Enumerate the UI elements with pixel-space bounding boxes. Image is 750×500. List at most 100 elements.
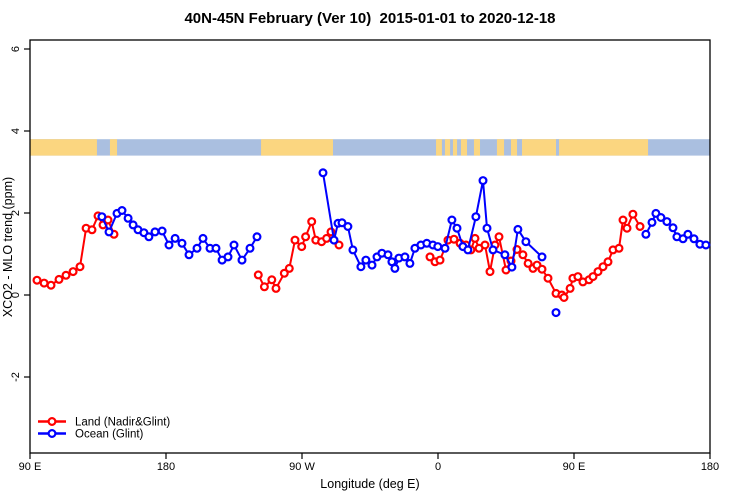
y-tick-label: -2 <box>10 372 22 382</box>
band-land-segment <box>30 139 97 156</box>
data-point <box>75 262 85 272</box>
data-point <box>279 268 289 278</box>
data-point <box>565 283 575 293</box>
data-point <box>223 252 233 262</box>
data-point <box>628 209 638 219</box>
data-point <box>150 227 160 237</box>
data-point <box>164 240 174 250</box>
data-point <box>318 168 328 178</box>
band-land-segment <box>460 139 468 156</box>
data-point <box>588 272 598 282</box>
data-point <box>668 223 678 233</box>
band-land-segment <box>444 139 451 156</box>
band-land-segment <box>473 139 481 156</box>
data-point <box>494 232 504 242</box>
data-point <box>537 264 547 274</box>
data-point <box>500 250 510 260</box>
data-point <box>271 283 281 293</box>
data-point <box>683 229 693 239</box>
data-point <box>488 245 498 255</box>
band-land-segment <box>496 139 505 156</box>
band-ocean-notch <box>517 139 523 156</box>
data-point <box>635 222 645 232</box>
data-point <box>301 232 311 242</box>
data-point <box>618 215 628 225</box>
chart-title: 40N-45N February (Ver 10) 2015-01-01 to … <box>184 10 556 27</box>
data-series <box>32 168 711 318</box>
data-point <box>252 232 262 242</box>
x-axis-label: Longitude (deg E) <box>320 477 419 491</box>
legend-label-ocean: Ocean (Glint) <box>75 429 144 441</box>
legend-label-land: Land (Nadir&Glint) <box>75 417 170 429</box>
data-point <box>54 274 64 284</box>
data-point <box>367 260 377 270</box>
data-point <box>334 240 344 250</box>
data-point <box>573 272 583 282</box>
band-ocean-notch <box>556 139 560 156</box>
data-point <box>593 267 603 277</box>
y-tick-label: 2 <box>10 210 22 216</box>
series-line <box>429 211 641 300</box>
y-tick-label: 4 <box>10 128 22 134</box>
data-point <box>322 233 332 243</box>
data-point <box>117 206 127 216</box>
data-point <box>361 255 371 265</box>
data-point <box>123 213 133 223</box>
data-point <box>184 250 194 260</box>
data-point <box>559 293 569 303</box>
data-point <box>641 229 651 239</box>
x-tick-label: 90 W <box>289 461 315 473</box>
data-point <box>97 212 107 222</box>
band-land-segment <box>510 139 649 156</box>
data-point <box>518 250 528 260</box>
data-point <box>480 240 490 250</box>
data-point <box>170 233 180 243</box>
x-tick-label: 90 E <box>19 461 42 473</box>
data-point <box>478 176 488 186</box>
data-point <box>551 308 561 318</box>
data-point <box>348 245 358 255</box>
data-point <box>447 215 457 225</box>
data-point <box>177 238 187 248</box>
data-point <box>656 213 666 223</box>
data-point <box>614 243 624 253</box>
data-point <box>513 224 523 234</box>
data-point <box>290 235 300 245</box>
data-point <box>471 212 481 222</box>
data-point <box>307 217 317 227</box>
data-point <box>383 250 393 260</box>
data-point <box>104 227 114 237</box>
data-point <box>433 242 443 252</box>
band-land-segment <box>436 139 442 156</box>
data-point <box>229 240 239 250</box>
data-point <box>449 234 459 244</box>
land-ocean-band <box>30 139 710 156</box>
data-point <box>400 252 410 262</box>
data-point <box>61 270 71 280</box>
data-point <box>485 267 495 277</box>
data-point <box>343 222 353 232</box>
data-point <box>647 217 657 227</box>
data-point <box>463 245 473 255</box>
data-point <box>482 223 492 233</box>
y-tick-label: 0 <box>10 292 22 298</box>
band-land-segment <box>109 139 118 156</box>
data-point <box>356 262 366 272</box>
x-tick-label: 180 <box>701 461 719 473</box>
data-point <box>259 282 269 292</box>
data-point <box>622 223 632 233</box>
data-point <box>157 226 167 236</box>
x-tick-label: 90 E <box>563 461 586 473</box>
data-point <box>284 263 294 273</box>
data-point <box>128 220 138 230</box>
data-point <box>237 255 247 265</box>
data-point <box>543 273 553 283</box>
data-point <box>211 243 221 253</box>
data-point <box>39 278 49 288</box>
data-point <box>523 258 533 268</box>
data-point <box>603 257 613 267</box>
data-point <box>198 233 208 243</box>
data-point <box>435 255 445 265</box>
